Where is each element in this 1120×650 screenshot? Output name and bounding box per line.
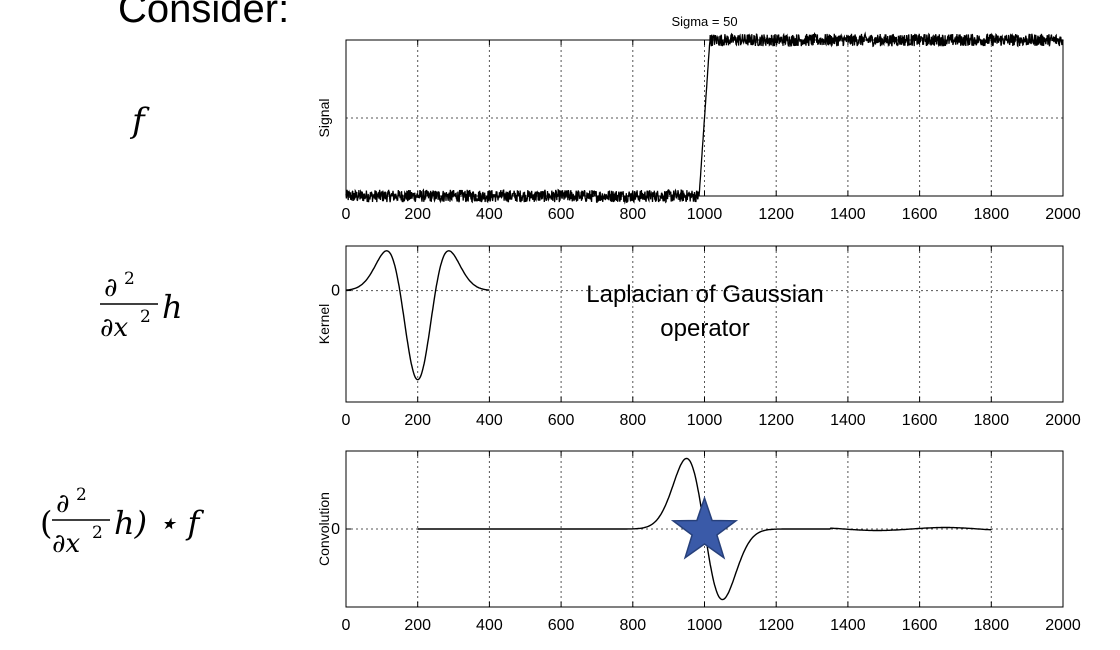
x-tick-label: 600 (548, 617, 575, 634)
x-tick-label: 1400 (830, 617, 866, 634)
x-tick-label: 2000 (1045, 617, 1081, 634)
conv-den-exp: 2 (92, 523, 103, 543)
panel-1: 0 200 400 600 800 1000 1200 1400 1600 1800 2000 Sig… (316, 14, 1081, 223)
x-tick-label: 200 (404, 412, 431, 429)
x-tick-label: 1000 (687, 617, 723, 634)
y-axis-label: Convolution (316, 492, 332, 566)
series-line (346, 250, 490, 381)
series-line (345, 31, 1064, 205)
kernel-den-exp: 2 (140, 307, 151, 327)
conv-den-dx: ∂x (52, 529, 80, 559)
x-tick-label: 1200 (758, 617, 794, 634)
x-tick-label: 1800 (974, 412, 1010, 429)
x-tick-label: 200 (404, 617, 431, 634)
kernel-num-partial: ∂ (104, 273, 117, 303)
x-tick-label: 1600 (902, 206, 938, 223)
x-tick-label: 1400 (830, 412, 866, 429)
x-tick-label: 600 (548, 206, 575, 223)
x-tick-label: 0 (342, 412, 351, 429)
x-tick-label: 400 (476, 617, 503, 634)
kernel-h: h (162, 288, 183, 326)
x-tick-label: 1800 (974, 206, 1010, 223)
row-label-kernel: ∂ 2 ∂x 2 h (100, 269, 183, 343)
x-tick-label: 2000 (1045, 412, 1081, 429)
conv-num-partial: ∂ (56, 489, 69, 519)
x-tick-label: 1200 (758, 206, 794, 223)
x-tick-label: 800 (619, 206, 646, 223)
x-tick-label: 400 (476, 206, 503, 223)
x-tick-label: 600 (548, 412, 575, 429)
y-axis-label: Signal (316, 99, 332, 138)
x-tick-label: 1600 (902, 617, 938, 634)
chart-panels: 0 200 400 600 800 1000 1200 1400 1600 1800 2000Sig… (316, 14, 1081, 634)
x-tick-label: 1400 (830, 206, 866, 223)
conv-tail: h) ⋆ f (114, 504, 204, 542)
chart-title: Sigma = 50 (671, 14, 737, 29)
y-tick-label: 0 (331, 521, 340, 538)
y-axis-label: Kernel (316, 304, 332, 344)
x-tick-label: 1000 (687, 206, 723, 223)
heading-word: Consider: (118, 0, 289, 31)
x-tick-label: 1200 (758, 412, 794, 429)
row-label-convolution: ( ∂ 2 ∂x 2 h) ⋆ f (40, 485, 204, 559)
x-tick-label: 1000 (687, 412, 723, 429)
conv-open-paren: ( (40, 504, 52, 542)
x-tick-label: 400 (476, 412, 503, 429)
conv-num-exp: 2 (76, 485, 87, 505)
panel-3: 0 200 400 600 800 1000 1200 1400 1600 1800 20000Co… (316, 450, 1081, 634)
x-tick-label: 1600 (902, 412, 938, 429)
annotation-line: operator (660, 315, 749, 342)
row-label-signal: f (129, 101, 150, 141)
x-tick-label: 0 (342, 617, 351, 634)
annotation-text: Laplacian of Gaussian operator (586, 281, 824, 342)
x-tick-label: 200 (404, 206, 431, 223)
annotation-line: Laplacian of Gaussian (586, 281, 824, 308)
y-tick-label: 0 (331, 283, 340, 300)
kernel-den-dx: ∂x (100, 313, 128, 343)
x-tick-label: 800 (619, 617, 646, 634)
x-tick-label: 800 (619, 412, 646, 429)
x-tick-label: 0 (342, 206, 351, 223)
x-tick-label: 2000 (1045, 206, 1081, 223)
star-marker (670, 495, 739, 560)
panel-2: 0 200 400 600 800 1000 1200 1400 1600 1800 2000 0 Ke… (316, 245, 1081, 429)
x-tick-label: 1800 (974, 617, 1010, 634)
kernel-num-exp: 2 (124, 269, 135, 289)
